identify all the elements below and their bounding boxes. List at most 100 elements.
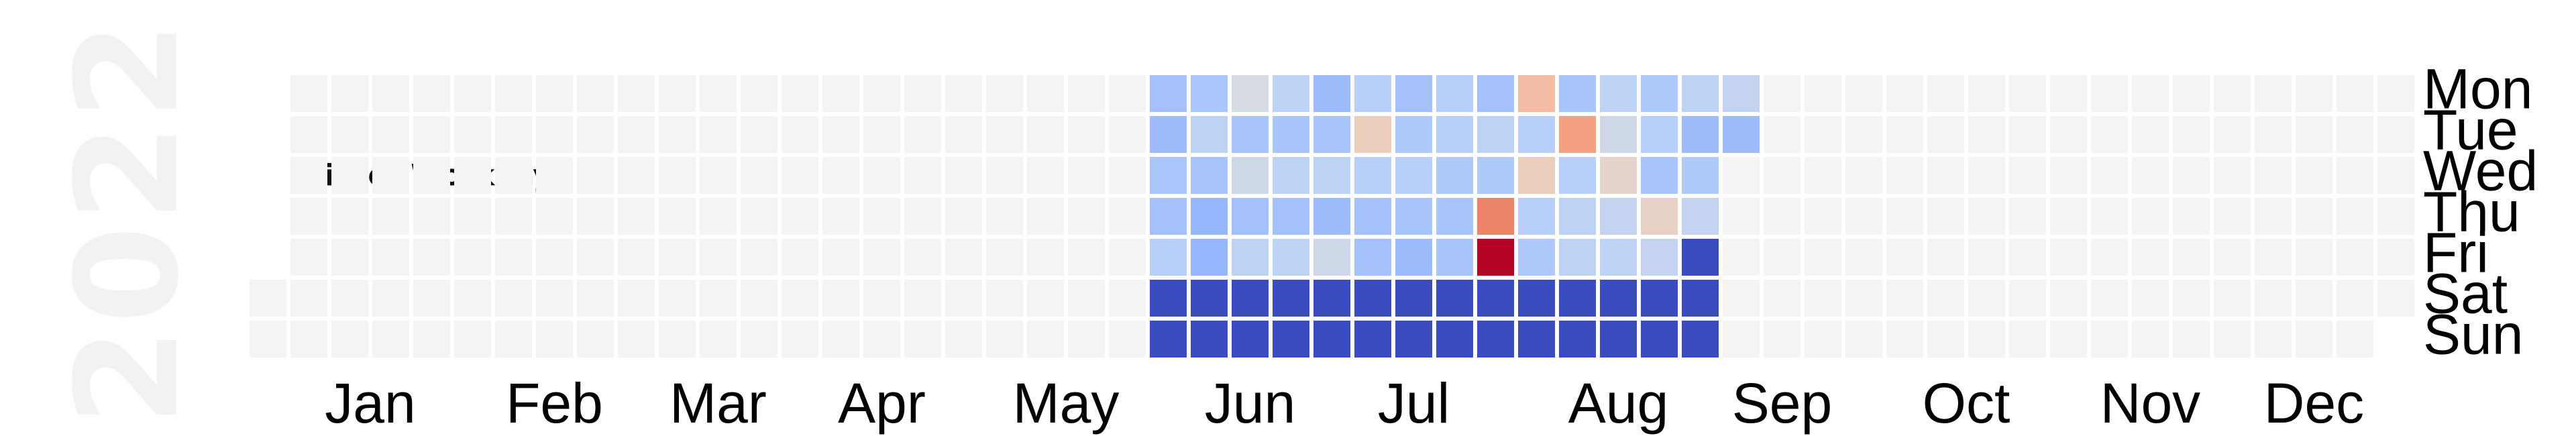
day-cell (863, 157, 900, 194)
day-cell (454, 198, 491, 235)
day-cell (1641, 116, 1678, 153)
day-cell (290, 280, 327, 317)
day-cell (1518, 198, 1555, 235)
day-cell (700, 157, 737, 194)
day-cell (782, 198, 818, 235)
day-cell (413, 198, 450, 235)
day-cell (1723, 321, 1760, 358)
day-cell (1600, 239, 1637, 276)
month-label: May (1013, 372, 1120, 435)
day-cell (1764, 198, 1801, 235)
day-cell (1273, 116, 1309, 153)
weekday-label: Sat (2423, 262, 2508, 325)
month-label: Jun (1205, 372, 1295, 435)
day-cell (372, 75, 409, 112)
day-cell (863, 280, 900, 317)
day-cell (1232, 75, 1269, 112)
day-cell (1109, 198, 1146, 235)
day-cell (2091, 116, 2128, 153)
day-cell (782, 239, 818, 276)
day-cell (822, 116, 859, 153)
day-cell (454, 75, 491, 112)
day-cell (986, 280, 1023, 317)
day-cell (1927, 198, 1964, 235)
day-cell (1968, 280, 2005, 317)
day-cell (2214, 321, 2251, 358)
day-cell (2214, 280, 2251, 317)
day-cell (1886, 280, 1923, 317)
day-cell (2132, 157, 2169, 194)
day-cell (1845, 280, 1882, 317)
day-cell (2377, 157, 2414, 194)
month-label: Mar (669, 372, 767, 435)
day-cell (1313, 280, 1350, 317)
day-cell (1273, 198, 1309, 235)
day-cell (495, 198, 532, 235)
day-cell (1927, 157, 1964, 194)
month-label: Aug (1568, 372, 1668, 435)
day-cell (1477, 116, 1514, 153)
day-cell (1027, 280, 1064, 317)
day-cell (618, 321, 655, 358)
day-cell (2132, 116, 2169, 153)
day-cell (659, 116, 696, 153)
day-cell (413, 321, 450, 358)
day-cell (1191, 116, 1228, 153)
day-cell (1886, 157, 1923, 194)
day-cell (1968, 116, 2005, 153)
day-cell (618, 157, 655, 194)
day-cell (2377, 75, 2414, 112)
day-cell (659, 198, 696, 235)
day-cell (495, 116, 532, 153)
day-cell (331, 280, 368, 317)
day-cell (1927, 239, 1964, 276)
day-cell (986, 75, 1023, 112)
day-cell (822, 198, 859, 235)
day-cell (1968, 239, 2005, 276)
day-cell (1723, 75, 1760, 112)
day-cell (904, 280, 941, 317)
day-cell (331, 116, 368, 153)
day-cell (822, 239, 859, 276)
day-cell (659, 157, 696, 194)
weekday-label: Tue (2423, 99, 2518, 162)
day-cell (495, 239, 532, 276)
day-cell (331, 75, 368, 112)
day-cell (454, 157, 491, 194)
day-cell (659, 75, 696, 112)
day-cell (2050, 280, 2087, 317)
day-cell (1764, 116, 1801, 153)
day-cell (1232, 280, 1269, 317)
day-cell (536, 239, 573, 276)
day-cell (1559, 116, 1596, 153)
day-cell (1395, 75, 1432, 112)
day-cell (2337, 157, 2373, 194)
day-cell (1723, 198, 1760, 235)
day-cells (250, 75, 2414, 358)
day-cell (290, 321, 327, 358)
day-cell (1805, 75, 1841, 112)
day-cell (1723, 116, 1760, 153)
day-cell (863, 321, 900, 358)
day-cell (1968, 321, 2005, 358)
day-cell (2132, 75, 2169, 112)
day-cell (1559, 280, 1596, 317)
day-cell (1232, 321, 1269, 358)
day-cell (372, 116, 409, 153)
day-cell (2132, 280, 2169, 317)
day-cell (1641, 157, 1678, 194)
day-cell (1354, 116, 1391, 153)
day-cell (536, 321, 573, 358)
day-cell (1313, 157, 1350, 194)
day-cell (1968, 157, 2005, 194)
day-cell (413, 75, 450, 112)
day-cell (577, 280, 614, 317)
day-cell (2377, 116, 2414, 153)
day-cell (1273, 75, 1309, 112)
day-cell (618, 75, 655, 112)
day-cell (2337, 198, 2373, 235)
day-cell (986, 198, 1023, 235)
day-cell (1805, 198, 1841, 235)
day-cell (1723, 239, 1760, 276)
day-cell (1845, 239, 1882, 276)
